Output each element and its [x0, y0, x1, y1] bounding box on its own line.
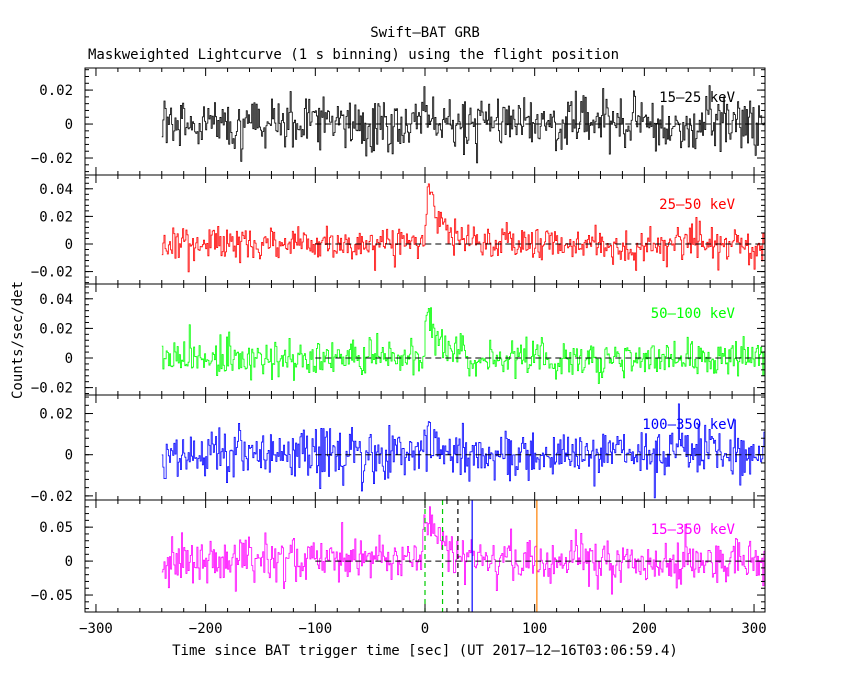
y-tick-label: −0.02 [31, 381, 73, 397]
band-label: 100—350 keV [642, 417, 735, 433]
y-tick-label: 0.02 [39, 321, 73, 337]
y-tick-label: 0.04 [39, 182, 73, 198]
band-label: 15—350 keV [651, 522, 736, 538]
panel-5: 0.05 0 −0.05 15—350 keV [31, 499, 766, 613]
y-tick-label: 0.02 [39, 407, 73, 423]
series-line [161, 183, 765, 273]
y-tick-label: 0 [65, 117, 73, 133]
band-label: 15—25 keV [659, 90, 735, 106]
panel-3: 0.04 0.02 0 −0.02 50—100 keV [31, 283, 766, 397]
y-tick-label: 0 [65, 351, 73, 367]
y-tick-label: 0.04 [39, 292, 73, 308]
y-tick-label: −0.02 [31, 151, 73, 167]
band-label: 25—50 keV [659, 197, 735, 213]
chart-title: Swift—BAT GRB [370, 25, 480, 41]
x-tick-label: −200 [189, 621, 223, 637]
panel-4: 0.02 0 −0.02 100—350 keV [31, 394, 766, 505]
panel-2: 0.04 0.02 0 −0.02 25—50 keV [31, 174, 766, 285]
y-tick-label: 0 [65, 448, 73, 464]
y-tick-label: 0 [65, 237, 73, 253]
panel-1: 0.02 0 −0.02 15—25 keV [31, 67, 766, 176]
x-tick-label: 0 [421, 621, 429, 637]
band-label: 50—100 keV [651, 306, 736, 322]
y-axis-label: Counts/sec/det [10, 281, 26, 399]
y-tick-label: 0 [65, 554, 73, 570]
y-tick-label: 0.02 [39, 83, 73, 99]
y-tick-label: −0.02 [31, 265, 73, 281]
chart-subtitle: Maskweighted Lightcurve (1 s binning) us… [88, 47, 619, 63]
panels: 0.02 0 −0.02 15—25 keV 0.04 0.02 0 −0.02 25—50 k… [31, 67, 767, 637]
y-tick-label: 0.05 [39, 520, 73, 536]
x-tick-label: 200 [632, 621, 657, 637]
series-line [161, 85, 765, 164]
x-tick-label: −100 [298, 621, 332, 637]
x-tick-label: 100 [522, 621, 547, 637]
series-line [161, 506, 765, 595]
panel-frame [84, 394, 766, 501]
y-tick-label: 0.02 [39, 209, 73, 225]
x-tick-label: 300 [741, 621, 766, 637]
y-tick-label: −0.02 [31, 489, 73, 505]
x-tick-label: −300 [79, 621, 113, 637]
x-axis-label: Time since BAT trigger time [sec] (UT 20… [172, 643, 678, 659]
series-line [161, 403, 765, 499]
series-line [161, 307, 765, 384]
y-tick-label: −0.05 [31, 588, 73, 604]
